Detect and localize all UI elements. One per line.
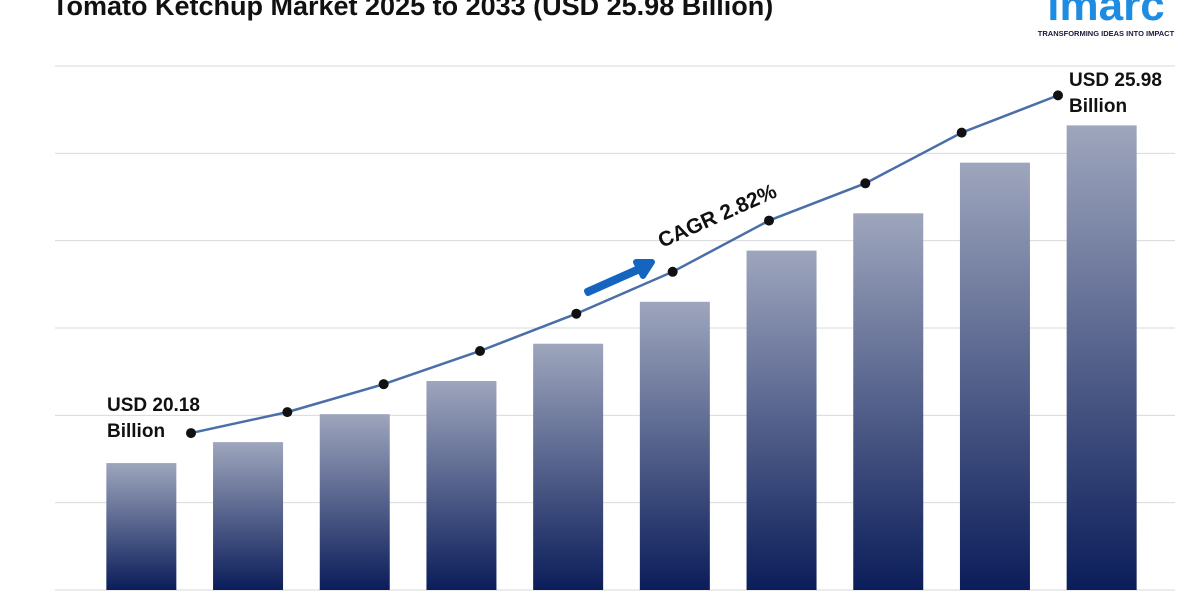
logo-tagline: TRANSFORMING IDEAS INTO IMPACT (1038, 29, 1175, 38)
logo: imarc (1047, 0, 1164, 30)
trend-point (860, 178, 871, 189)
bar (959, 162, 1030, 590)
trend-point (475, 345, 485, 356)
bar (533, 343, 604, 590)
trend-line (190, 94, 1059, 435)
bar (106, 463, 177, 590)
trend-point (667, 266, 678, 277)
trend-point (282, 407, 293, 418)
bar (213, 442, 284, 590)
value-annotation: Billion (1069, 96, 1127, 117)
cagr-arrow (584, 259, 655, 296)
cagr-annotation: CAGR 2.82% (655, 180, 781, 253)
trend-point (378, 379, 389, 390)
value-annotation: USD 20.18 (107, 395, 200, 416)
bar (1066, 125, 1137, 591)
trend-point (571, 308, 582, 319)
bar (319, 414, 390, 590)
bar (639, 301, 710, 590)
trend-point (186, 428, 196, 439)
chart-title: Tomato Ketchup Market 2025 to 2033 (USD … (52, 0, 773, 21)
bar (746, 250, 817, 590)
trend-point (956, 127, 967, 138)
trend-point (764, 215, 774, 226)
bar (426, 380, 497, 590)
trend-point (1053, 90, 1063, 101)
value-annotation: USD 25.98 (1069, 70, 1162, 91)
value-annotation: Billion (107, 421, 165, 442)
bar (853, 213, 924, 590)
